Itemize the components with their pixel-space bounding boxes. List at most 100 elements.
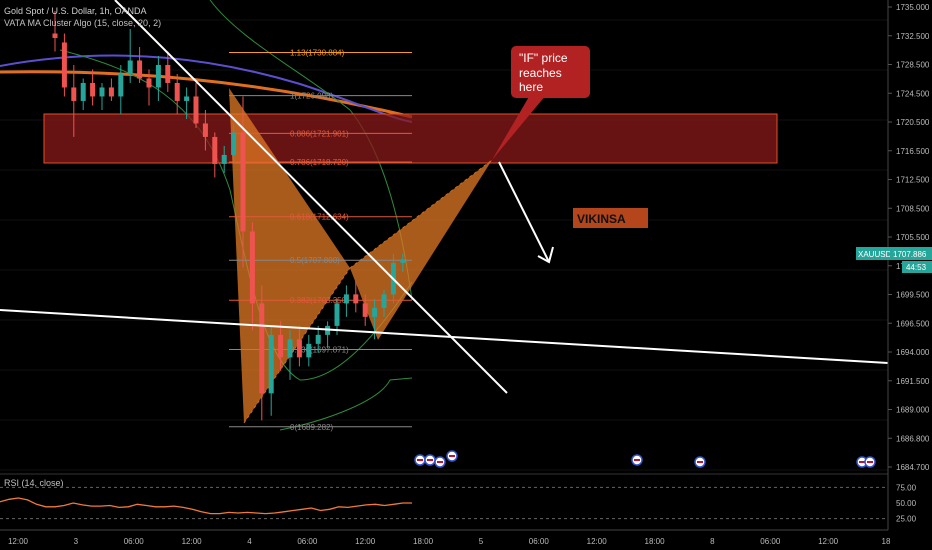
fib-label: 0.786(1718.720): [290, 158, 349, 167]
price-tick-label: 1705.500: [896, 233, 930, 242]
price-tick-label: 1691.500: [896, 377, 930, 386]
price-tick-label: 1724.500: [896, 89, 930, 98]
candle-bear: [137, 60, 143, 79]
fib-label: 1(1726.098): [290, 92, 333, 101]
time-tick-label: 18: [882, 537, 891, 546]
candle-bear: [71, 87, 77, 101]
price-tick-label: 1686.800: [896, 434, 930, 443]
candle-bear: [249, 231, 255, 304]
time-tick-label: 8: [710, 537, 715, 546]
candle-bull: [268, 334, 274, 394]
time-tick-label: 4: [247, 537, 252, 546]
time-axis[interactable]: 12:00 3 06:00 12:00 4 06:00 12:00 18:00 5 06:00 12…: [0, 529, 891, 546]
indicator-title: VATA MA Cluster Algo (15, close, 20, 2): [4, 18, 161, 28]
candle-bull: [287, 339, 293, 358]
price-tick-label: 1720.500: [896, 118, 930, 127]
candle-bull: [231, 132, 237, 155]
target-arrow: [498, 161, 554, 264]
symbol-badge: XAUUSD: [858, 250, 892, 259]
time-tick-label: 12:00: [8, 537, 29, 546]
ma-orange-line: [0, 70, 413, 119]
time-tick-label: 06:00: [124, 537, 145, 546]
candle-bull: [315, 334, 321, 344]
time-tick-label: 06:00: [297, 537, 318, 546]
rsi-pane[interactable]: RSI (14, close) 75.00 50.00 25.00: [0, 473, 917, 524]
ma-purple-line: [0, 54, 413, 123]
candle-bull: [372, 307, 378, 317]
time-tick-label: 18:00: [413, 537, 434, 546]
candle-bull: [343, 294, 349, 304]
fib-label: 0.886(1721.901): [290, 129, 349, 138]
fib-label: 0.618(1712.634): [290, 213, 349, 222]
callout-line-1: "IF" price: [519, 51, 568, 65]
support-trendline[interactable]: [0, 309, 889, 364]
price-tick-label: 1716.500: [896, 147, 930, 156]
price-tick-label: 1712.500: [896, 176, 930, 185]
candle-bear: [146, 78, 152, 88]
fib-label: 0.5(1707.800): [290, 256, 340, 265]
candle-bull: [400, 259, 406, 263]
callout-box: [511, 46, 590, 98]
time-tick-label: 06:00: [529, 537, 550, 546]
price-tick-label: 1696.500: [896, 319, 930, 328]
candle-bear: [259, 303, 265, 394]
if-price-callout[interactable]: "IF" price reaches here: [492, 46, 590, 160]
time-tick-label: 5: [479, 537, 484, 546]
candle-bear: [90, 82, 96, 97]
candle-bear: [353, 294, 359, 304]
price-tick-label: 1732.500: [896, 32, 930, 41]
candle-bull: [127, 60, 133, 74]
descending-trendline[interactable]: [114, 0, 508, 394]
time-tick-label: 12:00: [355, 537, 376, 546]
vikinsa-text: VIKINSA: [577, 212, 626, 226]
candle-bull: [155, 64, 161, 88]
candle-bull: [80, 82, 86, 101]
candle-bear: [362, 303, 368, 317]
time-tick-label: 12:00: [587, 537, 608, 546]
rsi-line: [0, 497, 412, 515]
time-tick-label: 3: [74, 537, 79, 546]
candle-bear: [52, 33, 58, 38]
candle-bull: [99, 87, 105, 97]
pattern-xab: [229, 88, 350, 423]
time-tick-label: 06:00: [760, 537, 781, 546]
price-tick-label: 1708.500: [896, 204, 930, 213]
rsi-tick-label: 25.00: [896, 515, 917, 524]
resistance-zone[interactable]: [43, 113, 778, 164]
price-tick-label: 1728.500: [896, 61, 930, 70]
candle-bull: [381, 294, 387, 308]
callout-line-3: here: [519, 80, 543, 94]
candle-bear: [296, 339, 302, 358]
last-price-badge: XAUUSD 1707.886 44:53: [856, 247, 932, 273]
fib-label: 0.382(1703.350): [290, 296, 349, 305]
time-tick-label: 12:00: [182, 537, 203, 546]
price-tick-label: 1699.500: [896, 291, 930, 300]
economic-events[interactable]: [414, 450, 876, 468]
candle-bear: [202, 123, 208, 137]
price-tick-label: 1684.700: [896, 463, 930, 472]
candle-bull: [221, 154, 227, 164]
candle-bull: [334, 303, 340, 326]
price-tick-label: 1735.000: [896, 3, 930, 12]
vikinsa-label: VIKINSA: [573, 208, 648, 228]
fib-label: 1.13(1730.884): [290, 49, 345, 58]
price-tick-label: 1689.000: [896, 406, 930, 415]
fib-label: 0(1689.282): [290, 423, 333, 432]
trendlines[interactable]: [0, 0, 889, 394]
price-axis[interactable]: 1735.000 1732.500 1728.500 1724.500 1720.500…: [887, 0, 930, 530]
callout-line-2: reaches: [519, 66, 562, 80]
time-tick-label: 12:00: [818, 537, 839, 546]
fib-label: 0.236(1697.871): [290, 346, 349, 355]
candle-bear: [108, 87, 114, 97]
candle-bull: [306, 343, 312, 358]
candle-bull: [184, 96, 190, 101]
last-price-value: 1707.886: [893, 250, 927, 259]
rsi-tick-label: 75.00: [896, 483, 917, 492]
candle-bear: [193, 96, 199, 124]
candle-bear: [174, 82, 180, 101]
candle-bear: [240, 132, 246, 232]
rsi-tick-label: 50.00: [896, 499, 917, 508]
time-tick-label: 18:00: [645, 537, 666, 546]
